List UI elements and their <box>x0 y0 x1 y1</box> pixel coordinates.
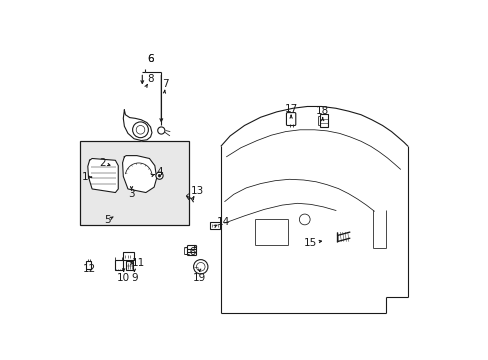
Text: 2: 2 <box>100 158 106 168</box>
Circle shape <box>132 122 148 138</box>
Text: 18: 18 <box>315 106 328 116</box>
Text: 19: 19 <box>193 273 206 283</box>
Circle shape <box>158 174 161 177</box>
Text: 12: 12 <box>83 264 96 274</box>
Text: 3: 3 <box>128 189 135 199</box>
Text: 7: 7 <box>162 79 168 89</box>
FancyBboxPatch shape <box>80 140 188 225</box>
Text: 14: 14 <box>216 217 229 227</box>
FancyBboxPatch shape <box>286 113 295 126</box>
FancyBboxPatch shape <box>86 261 91 269</box>
Text: 1: 1 <box>81 172 88 182</box>
FancyBboxPatch shape <box>115 260 122 270</box>
FancyBboxPatch shape <box>126 261 133 270</box>
Text: 15: 15 <box>304 238 317 248</box>
Text: 10: 10 <box>117 273 130 283</box>
Text: 6: 6 <box>147 54 154 64</box>
Text: 17: 17 <box>284 104 297 114</box>
Polygon shape <box>88 158 118 193</box>
Circle shape <box>156 172 163 179</box>
Polygon shape <box>122 156 156 193</box>
Text: 11: 11 <box>132 258 145 268</box>
Text: 4: 4 <box>157 167 163 177</box>
Text: 9: 9 <box>131 273 138 283</box>
Circle shape <box>158 127 164 134</box>
FancyBboxPatch shape <box>319 114 327 127</box>
FancyBboxPatch shape <box>123 252 134 260</box>
Circle shape <box>193 260 207 274</box>
Text: 8: 8 <box>147 74 154 84</box>
FancyBboxPatch shape <box>210 222 220 229</box>
Text: 6: 6 <box>147 54 154 64</box>
Text: 13: 13 <box>190 186 203 197</box>
Text: 16: 16 <box>183 247 197 257</box>
Polygon shape <box>123 110 152 140</box>
Text: 5: 5 <box>104 215 111 225</box>
